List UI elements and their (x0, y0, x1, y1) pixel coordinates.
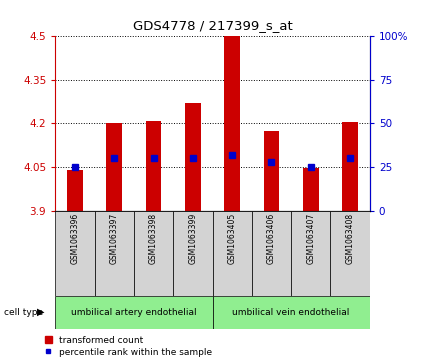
Text: GSM1063407: GSM1063407 (306, 213, 315, 264)
Text: umbilical vein endothelial: umbilical vein endothelial (232, 308, 350, 317)
Text: cell type: cell type (4, 308, 43, 317)
Bar (185, 103, 201, 211)
Bar (67, 170, 83, 211)
Bar (252, 211, 291, 296)
Bar (173, 211, 212, 296)
Bar (134, 211, 173, 296)
Title: GDS4778 / 217399_s_at: GDS4778 / 217399_s_at (133, 19, 292, 32)
Bar (331, 211, 370, 296)
Text: GSM1063408: GSM1063408 (346, 213, 354, 264)
Bar (291, 211, 331, 296)
Bar (146, 121, 162, 211)
Bar (342, 122, 358, 211)
Bar (94, 211, 134, 296)
Text: umbilical artery endothelial: umbilical artery endothelial (71, 308, 197, 317)
Bar (106, 123, 122, 211)
Text: GSM1063406: GSM1063406 (267, 213, 276, 264)
Text: GSM1063398: GSM1063398 (149, 213, 158, 264)
Text: GSM1063399: GSM1063399 (188, 213, 197, 264)
Text: GSM1063396: GSM1063396 (71, 213, 79, 264)
Bar (224, 36, 240, 211)
Bar (264, 131, 279, 211)
Text: GSM1063405: GSM1063405 (228, 213, 237, 264)
Bar (303, 168, 319, 211)
Bar (212, 296, 370, 329)
Legend: transformed count, percentile rank within the sample: transformed count, percentile rank withi… (43, 334, 214, 359)
Bar (55, 211, 94, 296)
Text: GSM1063397: GSM1063397 (110, 213, 119, 264)
Bar (212, 211, 252, 296)
Text: ▶: ▶ (37, 307, 45, 317)
Bar (55, 296, 212, 329)
